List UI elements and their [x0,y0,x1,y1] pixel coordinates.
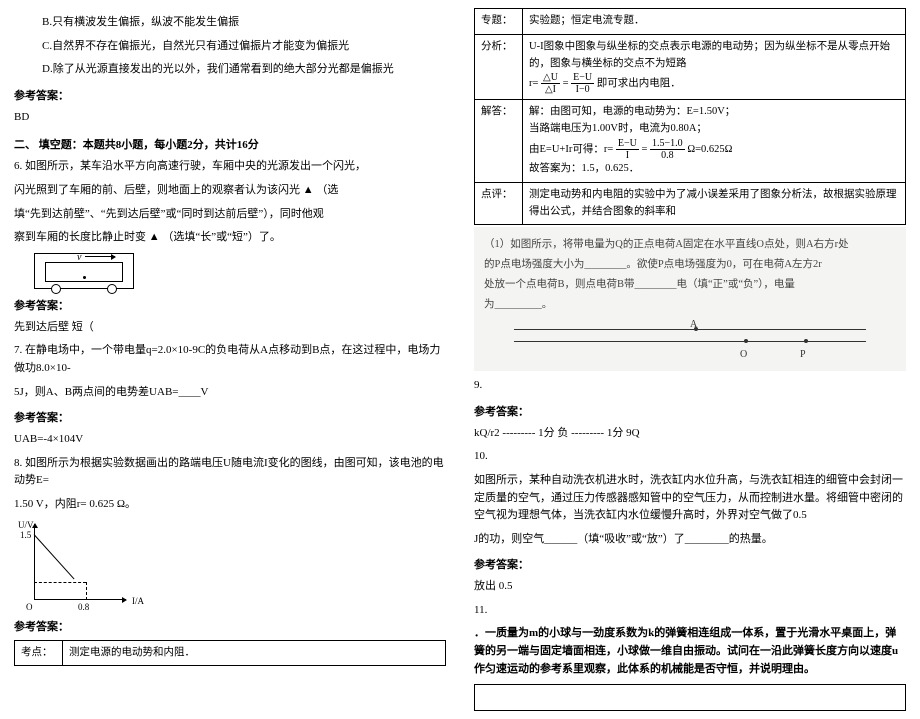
cell-kaodian: 测定电源的电动势和内阻． [63,640,446,666]
table-row: 专题： 实验题；恒定电流专题． [475,9,906,35]
q9-number: 9. [474,377,906,395]
dash-v-icon [86,582,87,600]
table-row: 解答： 解：由图可知，电源的电动势为：E=1.50V； 当路端电压为1.00V时… [475,100,906,182]
answer-heading: 参考答案： [14,297,446,313]
label-a: A [690,315,697,334]
frac-den: I−0 [571,84,594,95]
jd-line1: 解：由图可知，电源的电动势为：E=1.50V； [529,106,735,117]
fenxi-r: r= [529,78,538,89]
q6-line4: 察到车厢的长度比静止时变 ▲ （选填“长”或“短”）了。 [14,229,446,247]
origin-label: O [26,602,33,612]
jd-line3b: Ω=0.625Ω [687,144,732,155]
answer-7: UAB=-4×104V [14,431,446,449]
fenxi-text2: 即可求出内电阻． [597,78,681,89]
q6-line3: 填“先到达前壁”、“先到达后壁”或“同时到达前后壁”），同时他观 [14,206,446,224]
light-source-icon [83,276,86,279]
scanned-problem-box: （1）如图所示，将带电量为Q的正点电荷A固定在水平直线O点处，则A右方r处 的P… [474,227,906,371]
cell-jieda-head: 解答： [475,100,523,182]
q10-number: 10. [474,448,906,466]
point-o-icon [744,339,748,343]
frac-num: △U [541,72,560,84]
point-p-icon [804,339,808,343]
analysis-table: 考点： 测定电源的电动势和内阻． [14,640,446,667]
cell-dianping-head: 点评： [475,182,523,225]
jd-line2: 当路端电压为1.00V时，电流为0.80A； [529,123,707,134]
ui-graph: U/V 1.5 O 0.8 I/A [20,520,130,610]
tick-0.8: 0.8 [78,602,89,612]
option-b: B.只有横波发生偏振，纵波不能发生偏振 [14,14,446,32]
answer-bd: BD [14,109,446,127]
option-c: C.自然界不存在偏振光，自然光只有通过偏振片才能变为偏振光 [14,38,446,56]
frac-den: 0.8 [650,150,685,161]
car-diagram: v [34,253,134,289]
frac-den: △I [541,84,560,95]
analysis-table-right: 专题： 实验题；恒定电流专题． 分析： U-I图象中图象与纵坐标的交点表示电源的… [474,8,906,225]
section-2-heading: 二、 填空题：本题共8小题，每小题2分，共计16分 [14,136,446,152]
fenxi-text1: U-I图象中图象与纵坐标的交点表示电源的电动势；因为纵坐标不是从零点开始的，图象… [529,41,890,69]
car-body-icon [45,262,123,282]
answer-9: kQ/r2 --------- 1分 负 --------- 1分 9Q [474,425,906,443]
wheel-right-icon [107,284,117,294]
empty-cell [475,685,906,711]
empty-table [474,684,906,711]
answer-heading: 参考答案： [474,556,906,572]
charge-diagram: A O P [484,319,896,363]
eq-sign: = [642,144,648,155]
frac-num: 1.5−1.0 [650,138,685,150]
frac-num: E−U [571,72,594,84]
q8-line1: 8. 如图所示为根据实验数据画出的路端电压U随电流I变化的图线，由图可知，该电池… [14,455,446,490]
graph-line-icon [34,534,75,579]
jd-line4: 故答案为：1.5，0.625． [529,163,639,174]
wheel-left-icon [51,284,61,294]
x-axis-label: I/A [132,596,144,606]
q7-line1: 7. 在静电场中，一个带电量q=2.0×10-9C的负电荷从A点移动到B点，在这… [14,342,446,377]
scan-line4: 为_________。 [484,295,896,315]
tick-1.5: 1.5 [20,530,31,540]
label-p: P [800,345,806,364]
cell-fenxi-head: 分析： [475,34,523,100]
frac-num: E−U [616,138,639,150]
answer-heading: 参考答案： [14,87,446,103]
fraction-2: E−U I−0 [571,72,594,95]
cell-jieda: 解：由图可知，电源的电动势为：E=1.50V； 当路端电压为1.00V时，电流为… [523,100,906,182]
dash-h-icon [34,582,86,583]
diagram-line-icon [514,341,866,342]
q6-line1: 6. 如图所示，某车沿水平方向高速行驶，车厢中央的光源发出一个闪光， [14,158,446,176]
q6-line2: 闪光照到了车厢的前、后壁，则地面上的观察者认为该闪光 ▲ （选 [14,182,446,200]
q7-line2: 5J，则A、B两点间的电势差UAB=____V [14,384,446,402]
cell-dianping: 测定电动势和内电阻的实验中为了减小误差采用了图象分析法，故根据实验原理得出公式，… [523,182,906,225]
q11-text: ．一质量为m的小球与一劲度系数为k的弹簧相连组成一体系，置于光滑水平桌面上，弹簧… [474,625,906,678]
answer-heading: 参考答案： [14,409,446,425]
cell-zhuanti-head: 专题： [475,9,523,35]
cell-zhuanti: 实验题；恒定电流专题． [523,9,906,35]
answer-6: 先到达后壁 短（ [14,319,446,337]
q10-text-b: J的功，则空气______（填“吸收”或“放”）了________的热量。 [474,531,906,549]
table-row: 考点： 测定电源的电动势和内阻． [15,640,446,666]
scan-line2: 的P点电场强度大小为________。欲使P点电场强度为0，可在电荷A左方2r [484,255,896,275]
option-d: D.除了从光源直接发出的光以外，我们通常看到的绝大部分光都是偏振光 [14,61,446,79]
table-row: 分析： U-I图象中图象与纵坐标的交点表示电源的电动势；因为纵坐标不是从零点开始… [475,34,906,100]
fraction-3: E−U I [616,138,639,161]
scan-line1: （1）如图所示，将带电量为Q的正点电荷A固定在水平直线O点处，则A右方r处 [484,235,896,255]
q8-line2: 1.50 V，内阻r= 0.625 Ω。 [14,496,446,514]
answer-heading: 参考答案： [474,403,906,419]
frac-den: I [616,150,639,161]
cell-kaodian-head: 考点： [15,640,63,666]
q11-number: 11. [474,602,906,620]
fraction-1: △U △I [541,72,560,95]
table-row: 点评： 测定电动势和内电阻的实验中为了减小误差采用了图象分析法，故根据实验原理得… [475,182,906,225]
q10-text-a: 如图所示，某种自动洗衣机进水时，洗衣缸内水位升高，与洗衣缸相连的细管中会封闭一定… [474,472,906,525]
velocity-arrow-icon [85,256,115,257]
cell-fenxi: U-I图象中图象与纵坐标的交点表示电源的电动势；因为纵坐标不是从零点开始的，图象… [523,34,906,100]
x-axis-icon [34,599,126,600]
eq-sign: = [563,78,569,89]
label-o: O [740,345,747,364]
table-row [475,685,906,711]
answer-10: 放出 0.5 [474,578,906,596]
fraction-4: 1.5−1.0 0.8 [650,138,685,161]
answer-heading: 参考答案： [14,618,446,634]
scan-line3: 处放一个点电荷B，则点电荷B带________电（填“正”或“负”），电量 [484,275,896,295]
y-axis-label: U/V [18,520,34,530]
jd-line3a: 由E=U+Ir可得：r= [529,144,613,155]
